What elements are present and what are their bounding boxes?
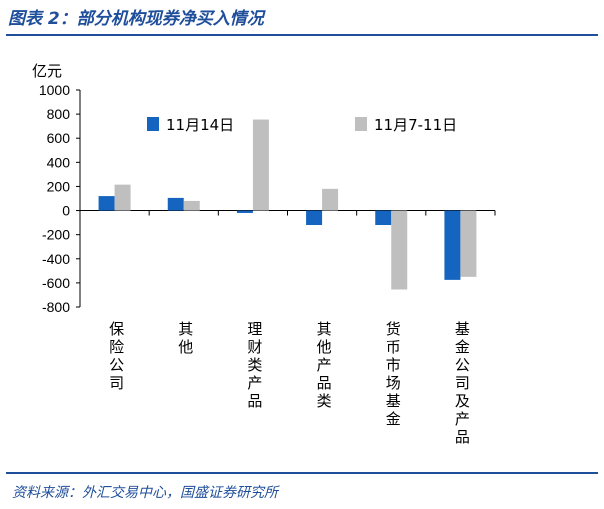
bar-nov7-11-1 <box>183 200 200 211</box>
category-label-char: 他 <box>317 338 332 356</box>
bar-nov7-11-5 <box>460 210 477 277</box>
category-label: 货币市场基金 <box>386 320 401 428</box>
category-label-char: 其 <box>317 320 332 338</box>
y-tick-label: 400 <box>47 154 71 170</box>
figure-title: 图表 2：部分机构现券净买入情况 <box>8 9 264 29</box>
category-label-char: 金 <box>386 410 401 428</box>
category-label-char: 财 <box>247 338 262 356</box>
category-label-char: 他 <box>178 338 193 356</box>
source-note: 资料来源：外汇交易中心，国盛证券研究所 <box>12 485 278 501</box>
source-divider <box>6 472 598 474</box>
bar-nov14-2 <box>236 210 253 213</box>
y-tick-label: -200 <box>42 227 70 243</box>
bar-nov14-5 <box>444 210 461 280</box>
category-label-char: 公 <box>109 356 124 374</box>
category-label-char: 币 <box>386 338 401 356</box>
legend-label-nov14: 11月14日 <box>166 116 234 134</box>
y-tick-label: 1000 <box>39 82 70 98</box>
y-tick-label: -600 <box>42 275 70 291</box>
bar-nov14-4 <box>375 210 392 226</box>
legend-label-nov7-11: 11月7-11日 <box>374 116 457 134</box>
legend-swatch-nov14 <box>147 117 159 131</box>
category-label-char: 其 <box>178 320 193 338</box>
bar-nov7-11-0 <box>114 184 131 211</box>
bar-nov7-11-4 <box>391 210 408 290</box>
category-label-char: 市 <box>386 356 401 374</box>
category-label-char: 金 <box>455 338 470 356</box>
y-tick-label: 0 <box>62 203 70 219</box>
category-label-char: 及 <box>455 392 470 410</box>
bar-nov14-0 <box>98 196 115 211</box>
y-tick-label: 800 <box>47 106 71 122</box>
legend-swatch-nov7-11 <box>355 117 367 131</box>
category-label-char: 公 <box>455 356 470 374</box>
category-label: 其他 <box>178 320 193 356</box>
category-label-char: 品 <box>317 374 332 392</box>
bar-nov14-3 <box>306 210 323 226</box>
category-label-char: 产 <box>455 410 470 428</box>
y-tick-label: 200 <box>47 178 71 194</box>
category-label-char: 场 <box>386 374 401 392</box>
category-label: 基金公司及产品 <box>455 320 470 446</box>
category-label-char: 险 <box>109 338 124 356</box>
category-label-char: 货 <box>386 320 401 338</box>
category-label: 其他产品类 <box>317 320 332 410</box>
category-label-char: 司 <box>109 374 124 392</box>
title-divider <box>6 34 598 36</box>
category-label-char: 基 <box>455 320 470 338</box>
category-label-char: 类 <box>247 356 262 374</box>
category-label-char: 品 <box>247 392 262 410</box>
y-tick-label: -400 <box>42 251 70 267</box>
category-label-char: 基 <box>386 392 401 410</box>
bar-nov14-1 <box>167 197 184 211</box>
category-label-char: 司 <box>455 374 470 392</box>
category-label-char: 理 <box>247 320 262 338</box>
category-label-char: 产 <box>247 374 262 392</box>
category-label-char: 保 <box>109 320 124 338</box>
y-axis-unit-label: 亿元 <box>32 62 63 80</box>
category-label-char: 类 <box>317 392 332 410</box>
category-label: 保险公司 <box>109 320 124 392</box>
bar-nov7-11-3 <box>322 188 339 211</box>
category-label-char: 产 <box>317 356 332 374</box>
category-label: 理财类产品 <box>247 320 262 410</box>
y-tick-label: 600 <box>47 130 71 146</box>
bar-nov7-11-2 <box>252 119 269 211</box>
y-tick-label: -800 <box>42 299 70 315</box>
category-label-char: 品 <box>455 428 470 446</box>
